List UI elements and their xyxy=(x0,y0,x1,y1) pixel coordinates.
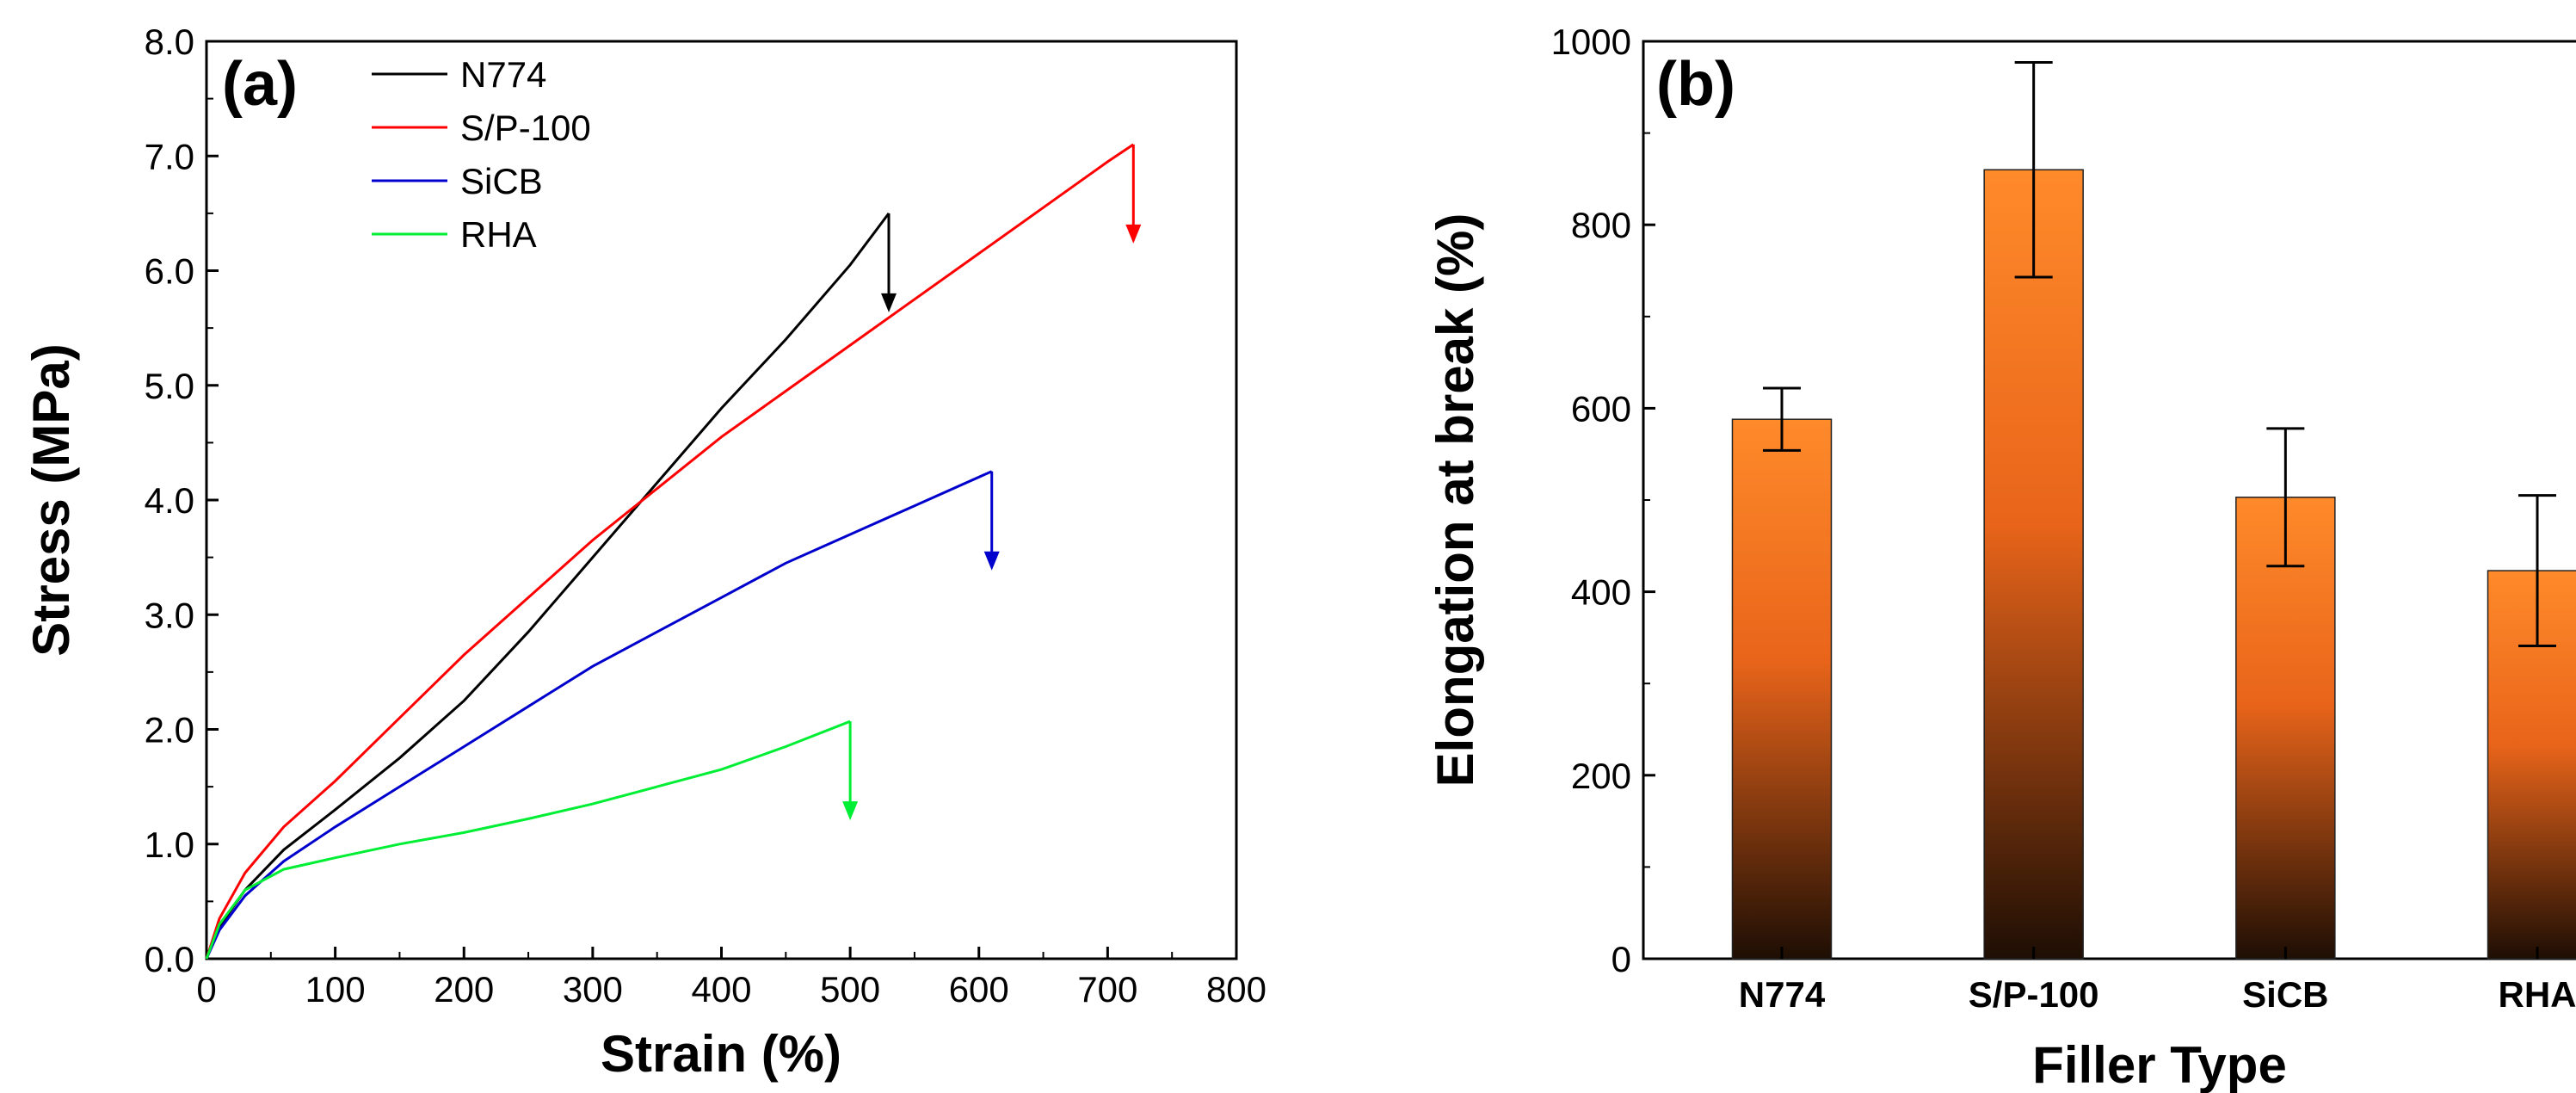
y-tick-label-a: 1.0 xyxy=(145,824,194,865)
y-tick-label-a: 6.0 xyxy=(145,251,194,292)
y-tick-label-a: 3.0 xyxy=(145,595,194,635)
y-tick-label-a: 5.0 xyxy=(145,366,194,406)
y-axis-label-b: Elongation at break (%) xyxy=(1427,213,1484,787)
legend-label: S/P-100 xyxy=(460,108,591,148)
x-axis-label-b: Filler Type xyxy=(2032,1036,2287,1093)
series-line-rha xyxy=(205,719,851,960)
y-axis-label-a: Stress (MPa) xyxy=(22,343,80,656)
break-arrow-head xyxy=(1125,224,1142,244)
x-tick-label-a: 300 xyxy=(563,969,623,1010)
y-tick-label-b: 200 xyxy=(1571,756,1631,796)
y-tick-label-a: 0.0 xyxy=(145,939,194,979)
x-category-label: SiCB xyxy=(2242,974,2328,1015)
y-tick-label-b: 0 xyxy=(1612,939,1631,979)
x-tick-label-a: 800 xyxy=(1206,969,1266,1010)
x-category-label: N774 xyxy=(1739,974,1826,1015)
y-tick-label-b: 400 xyxy=(1571,572,1631,613)
x-category-label: S/P-100 xyxy=(1969,974,2099,1015)
y-tick-label-b: 800 xyxy=(1571,205,1631,245)
bar-rha xyxy=(2487,570,2576,960)
bar-n774 xyxy=(1731,418,1833,960)
bar-s-p-100 xyxy=(1983,169,2084,960)
y-tick-label-a: 8.0 xyxy=(145,22,194,62)
break-arrow-head xyxy=(881,293,897,312)
x-tick-label-a: 400 xyxy=(691,969,751,1010)
y-tick-label-a: 7.0 xyxy=(145,136,194,176)
x-tick-label-a: 600 xyxy=(949,969,1009,1010)
line-chart-panel-a: 0 100 200 300 400 500 600 700 800 0.0 1.0 2.0 3.0 4.0… xyxy=(22,22,1266,1083)
x-tick-label-a: 100 xyxy=(305,969,366,1010)
legend-label: SiCB xyxy=(460,161,543,201)
break-arrow-head xyxy=(983,551,1000,571)
panel-label-b: (b) xyxy=(1656,50,1735,119)
bar-sicb xyxy=(2235,497,2336,960)
series-line-s-p-100 xyxy=(205,143,1135,960)
x-tick-label-a: 500 xyxy=(820,969,880,1010)
legend-label: N774 xyxy=(460,54,546,95)
x-category-label: RHA xyxy=(2499,974,2576,1015)
break-arrow-head xyxy=(842,801,859,821)
x-axis-label-a: Strain (%) xyxy=(601,1025,841,1083)
x-tick-label-a: 700 xyxy=(1077,969,1137,1010)
bar-chart-panel-b: 0 200 400 600 800 1000 N774 S/P-100 SiCB RHA (b)… xyxy=(1427,22,2576,1093)
panel-label-a: (a) xyxy=(222,50,298,119)
series-line-sicb xyxy=(205,470,993,960)
legend-label: RHA xyxy=(460,214,537,255)
x-tick-label-a: 200 xyxy=(434,969,494,1010)
x-tick-label-a: 0 xyxy=(196,969,216,1010)
series-line-n774 xyxy=(205,213,891,960)
y-tick-label-b: 1000 xyxy=(1551,22,1631,62)
y-tick-label-b: 600 xyxy=(1571,388,1631,429)
y-tick-label-a: 4.0 xyxy=(145,480,194,521)
y-tick-label-a: 2.0 xyxy=(145,710,194,750)
